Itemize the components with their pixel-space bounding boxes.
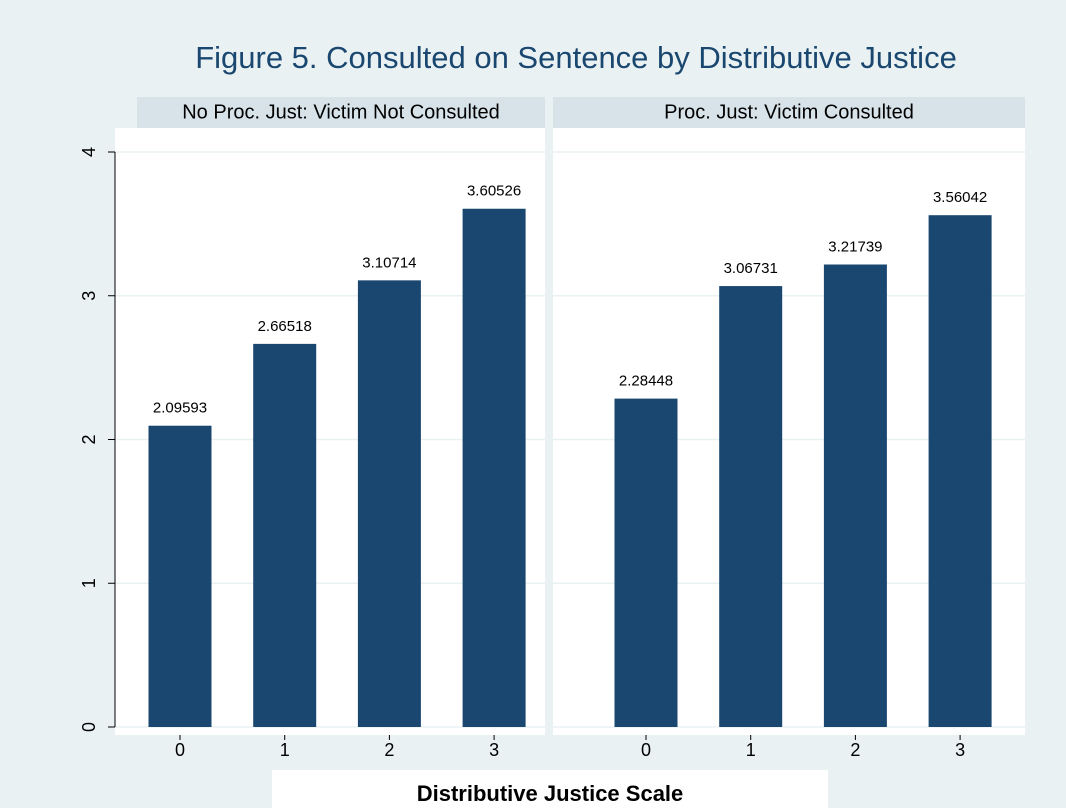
y-tick-label: 1 xyxy=(79,578,99,588)
panel-title: Proc. Just: Victim Consulted xyxy=(664,101,914,123)
data-label: 3.10714 xyxy=(362,254,416,271)
bar xyxy=(253,343,317,727)
data-label: 3.60526 xyxy=(467,183,521,200)
x-tick-label: 1 xyxy=(746,740,756,760)
bar xyxy=(357,280,421,727)
x-tick-label: 1 xyxy=(280,740,290,760)
panel-header xyxy=(553,97,1025,128)
chart-title: Figure 5. Consulted on Sentence by Distr… xyxy=(195,40,957,75)
x-tick-label: 3 xyxy=(955,740,965,760)
y-tick-label: 0 xyxy=(79,722,99,732)
x-label-box xyxy=(272,770,828,808)
data-label: 3.06731 xyxy=(724,260,778,277)
bar xyxy=(462,208,526,727)
y-tick-label: 4 xyxy=(79,147,99,157)
panel-header xyxy=(137,97,545,128)
x-axis-label: Distributive Justice Scale xyxy=(417,781,684,806)
panel-title: No Proc. Just: Victim Not Consulted xyxy=(182,101,500,123)
bar xyxy=(928,215,992,727)
data-label: 3.56042 xyxy=(933,189,987,206)
bar xyxy=(614,398,678,727)
data-label: 2.66518 xyxy=(258,318,312,335)
x-tick-label: 3 xyxy=(489,740,499,760)
x-tick-label: 0 xyxy=(175,740,185,760)
y-tick-label: 3 xyxy=(79,291,99,301)
bar xyxy=(719,286,783,727)
data-label: 2.28448 xyxy=(619,373,673,390)
bar xyxy=(148,425,212,727)
x-tick-label: 2 xyxy=(850,740,860,760)
x-tick-label: 2 xyxy=(384,740,394,760)
x-tick-label: 0 xyxy=(641,740,651,760)
bar xyxy=(823,264,887,727)
y-tick-label: 2 xyxy=(79,434,99,444)
data-label: 3.21739 xyxy=(828,238,882,255)
data-label: 2.09593 xyxy=(153,400,207,417)
